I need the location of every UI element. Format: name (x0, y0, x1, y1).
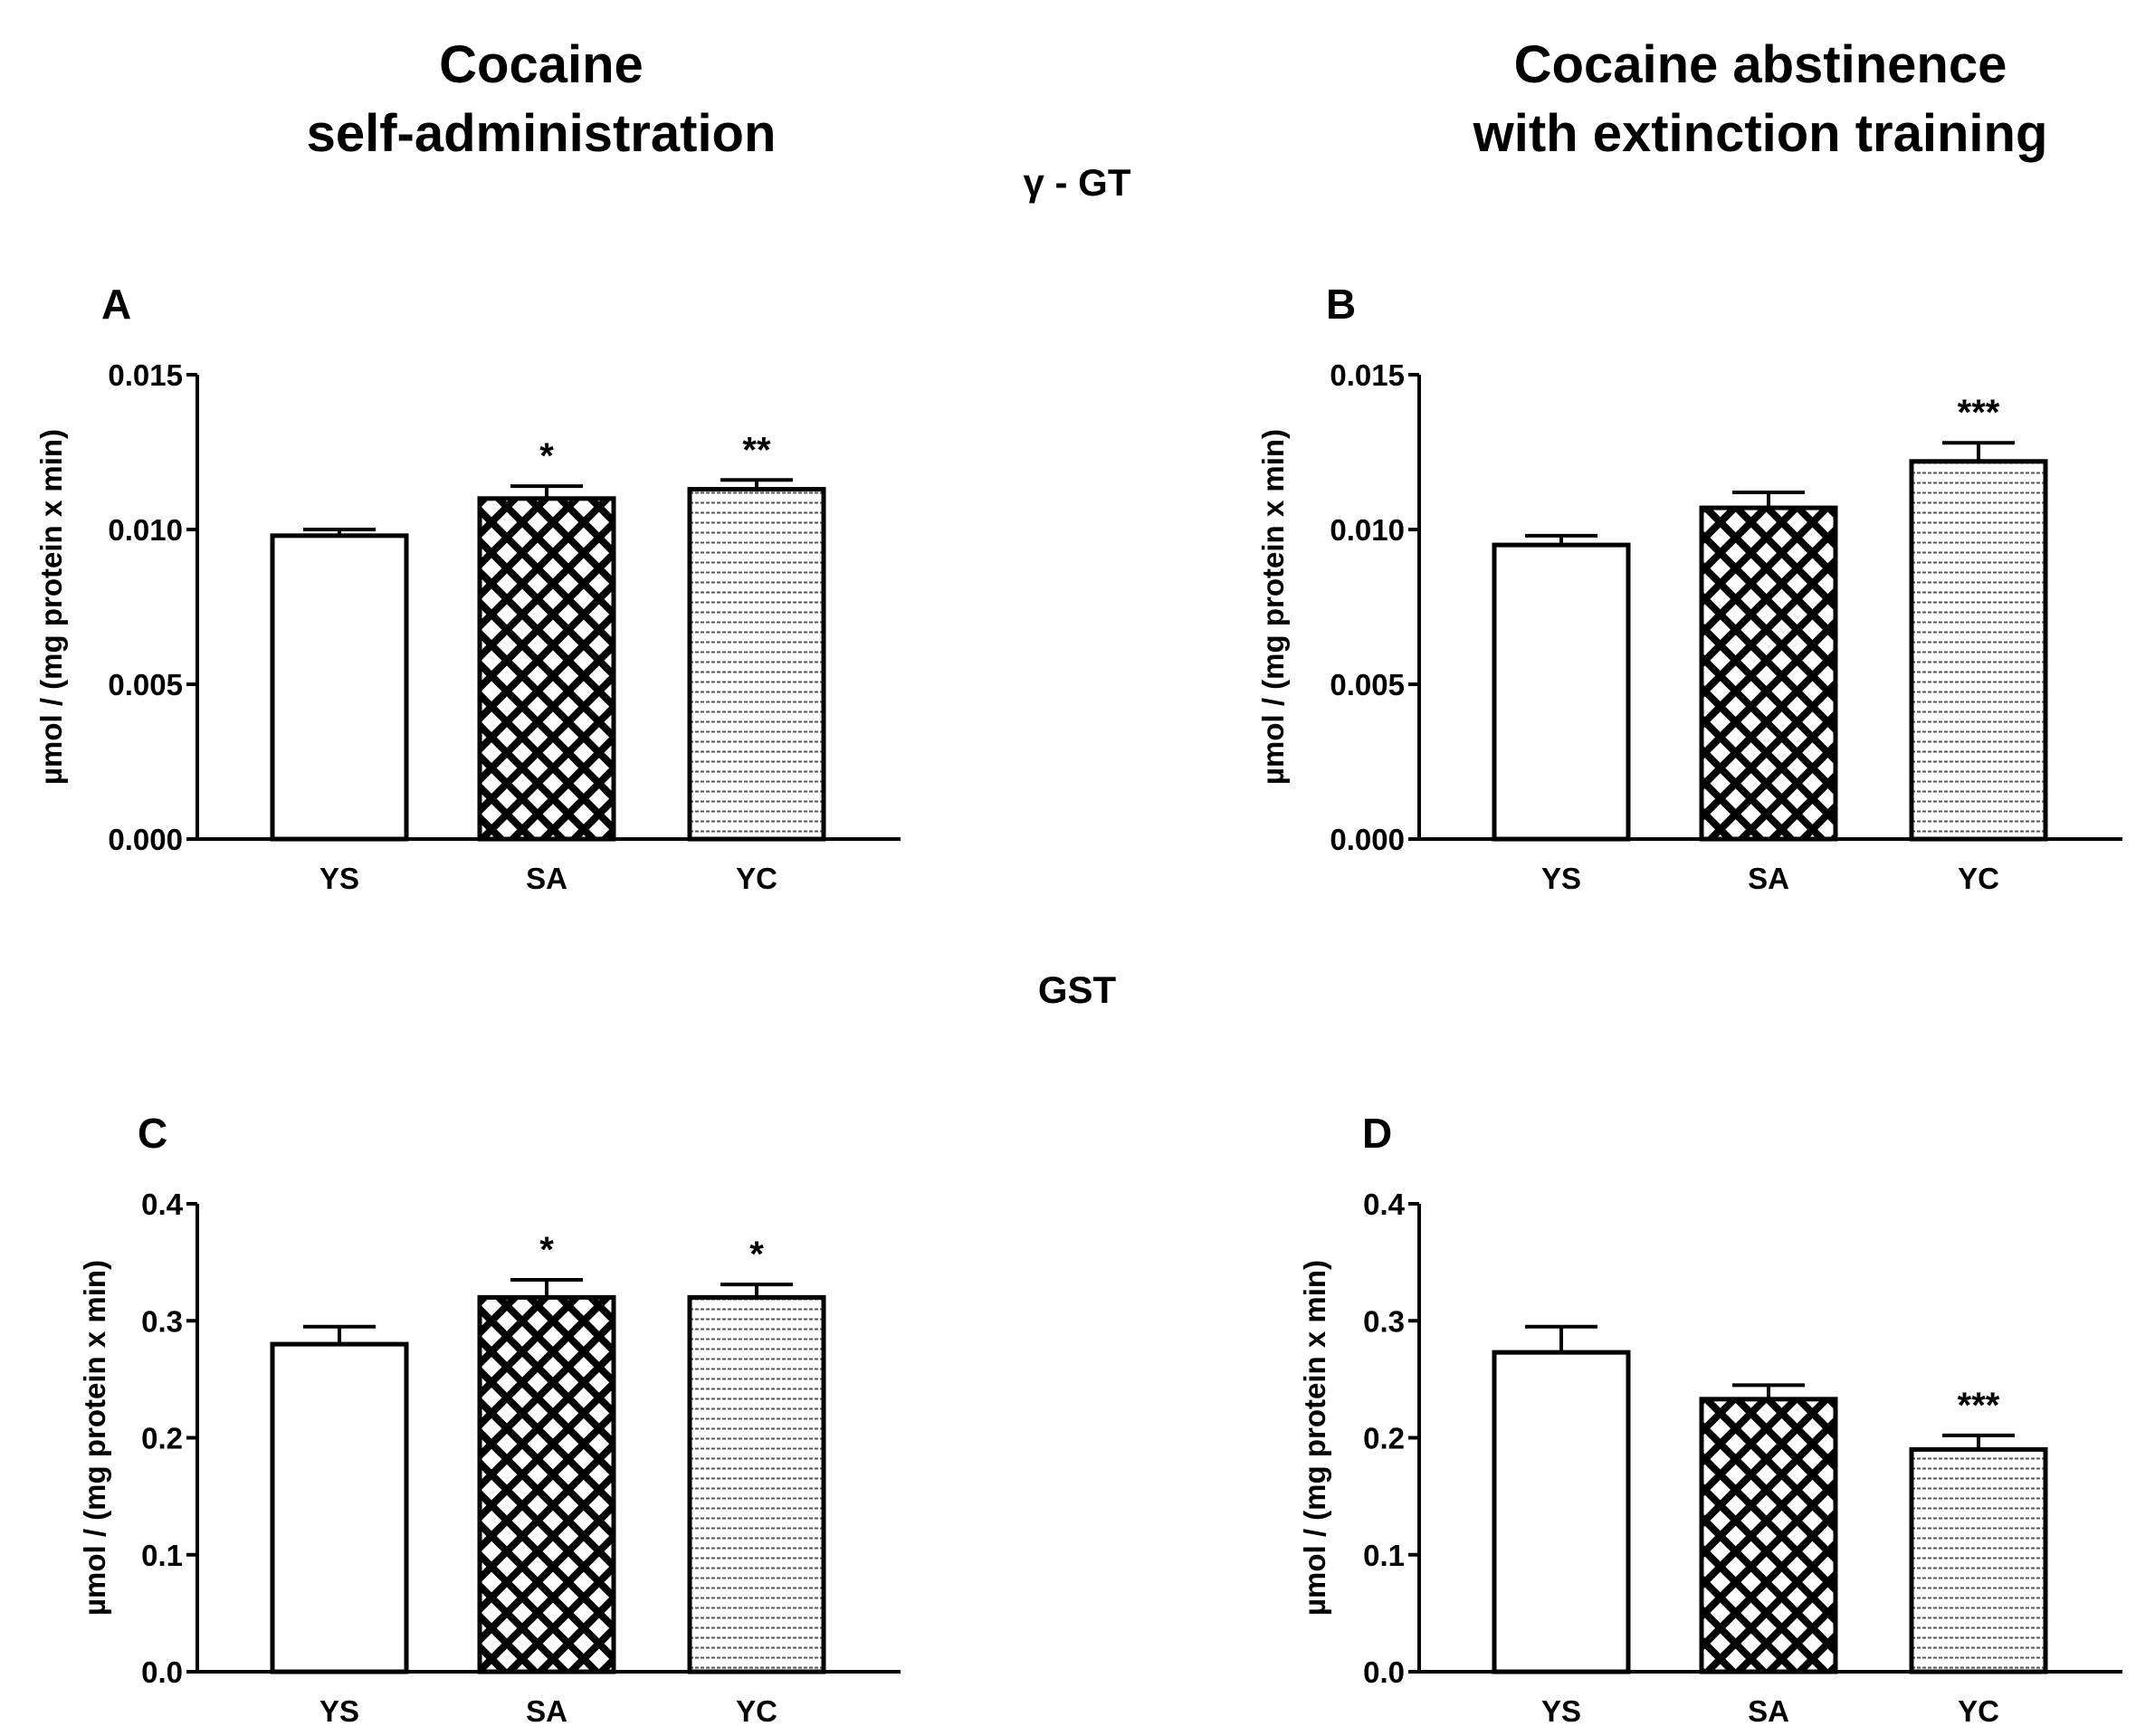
y-axis-label: µmol / (mg protein x min) (34, 429, 68, 785)
panel-a: A 0.000 0.005 0.010 0.015 µmol / (mg protein … (34, 281, 901, 895)
x-tick-label-yc: YC (1958, 862, 1999, 895)
column-title-self-administration: Cocaine self-administration (197, 31, 885, 168)
y-tick-label: 0.015 (108, 358, 183, 392)
section-title-gamma-gt: γ - GT (1023, 161, 1131, 204)
bar-ys (270, 1341, 409, 1674)
bar-sa (477, 1294, 616, 1674)
y-tick-label: 0.010 (1330, 513, 1405, 547)
x-tick-label-ys: YS (319, 1694, 359, 1728)
column-title-line-1: Cocaine abstinence (1513, 35, 2007, 94)
y-tick-label: 0.4 (1363, 1188, 1406, 1221)
y-tick-label: 0.3 (141, 1304, 183, 1338)
bar-yc (687, 487, 826, 842)
column-title-line-2: self-administration (306, 104, 777, 163)
column-title-line-1: Cocaine (439, 35, 644, 94)
significance-yc: *** (1958, 1386, 2000, 1426)
significance-yc: *** (1958, 393, 2000, 433)
y-tick-label: 0.1 (1363, 1539, 1405, 1572)
y-tick-label: 0.0 (1363, 1655, 1405, 1689)
y-tick-label: 0.015 (1330, 358, 1405, 392)
y-tick-label: 0.3 (1363, 1304, 1405, 1338)
significance-yc: * (749, 1235, 764, 1274)
y-tick-label: 0.010 (108, 513, 183, 547)
bar-yc (1909, 1446, 2048, 1674)
y-axis-label: µmol / (mg protein x min) (1298, 1260, 1331, 1616)
column-title-abstinence: Cocaine abstinence with extinction train… (1416, 31, 2104, 168)
significance-sa: * (539, 1230, 554, 1270)
x-tick-label-yc: YC (736, 1694, 777, 1728)
y-tick-label: 0.005 (1330, 668, 1405, 701)
y-tick-label: 0.000 (108, 823, 183, 856)
x-tick-label-sa: SA (1748, 862, 1789, 895)
significance-yc: ** (742, 430, 771, 470)
y-tick-label: 0.000 (1330, 823, 1405, 856)
section-title-gst: GST (1037, 968, 1117, 1011)
x-tick-label-sa: SA (526, 1694, 567, 1728)
x-tick-label-yc: YC (736, 862, 777, 895)
bar-sa (1699, 1397, 1838, 1674)
panel-letter: C (138, 1110, 167, 1157)
panel-b: B 0.000 0.005 0.010 0.015 µmol / (mg protein … (1256, 281, 2122, 895)
x-tick-label-sa: SA (526, 862, 567, 895)
panel-c: C 0.0 0.1 0.2 0.3 0.4 µmol / (mg protein x min… (78, 1110, 901, 1728)
bar-yc (687, 1294, 826, 1674)
bar-sa (477, 496, 616, 842)
bar-sa (1699, 505, 1838, 842)
y-tick-label: 0.0 (141, 1655, 183, 1689)
x-tick-label-ys: YS (1541, 1694, 1581, 1728)
column-title-line-2: with extinction training (1473, 104, 2048, 163)
significance-sa: * (539, 436, 554, 476)
panel-letter: A (101, 281, 131, 328)
bar-ys (1492, 1350, 1631, 1674)
x-tick-label-sa: SA (1748, 1694, 1789, 1728)
panel-letter: B (1326, 281, 1356, 328)
panel-d: D 0.0 0.1 0.2 0.3 0.4 µmol / (mg protein x min… (1298, 1110, 2122, 1728)
x-tick-label-ys: YS (1541, 862, 1581, 895)
y-axis-label: µmol / (mg protein x min) (78, 1260, 111, 1616)
y-axis-label: µmol / (mg protein x min) (1256, 429, 1290, 785)
y-tick-label: 0.2 (1363, 1422, 1405, 1455)
panel-letter: D (1362, 1110, 1392, 1157)
x-tick-label-ys: YS (319, 862, 359, 895)
y-tick-label: 0.1 (141, 1539, 183, 1572)
y-tick-label: 0.005 (108, 668, 183, 701)
x-tick-label-yc: YC (1958, 1694, 1999, 1728)
bar-ys (270, 533, 409, 842)
y-tick-label: 0.2 (141, 1422, 183, 1455)
bar-yc (1909, 459, 2048, 842)
y-tick-label: 0.4 (141, 1188, 184, 1221)
bar-ys (1492, 542, 1631, 842)
